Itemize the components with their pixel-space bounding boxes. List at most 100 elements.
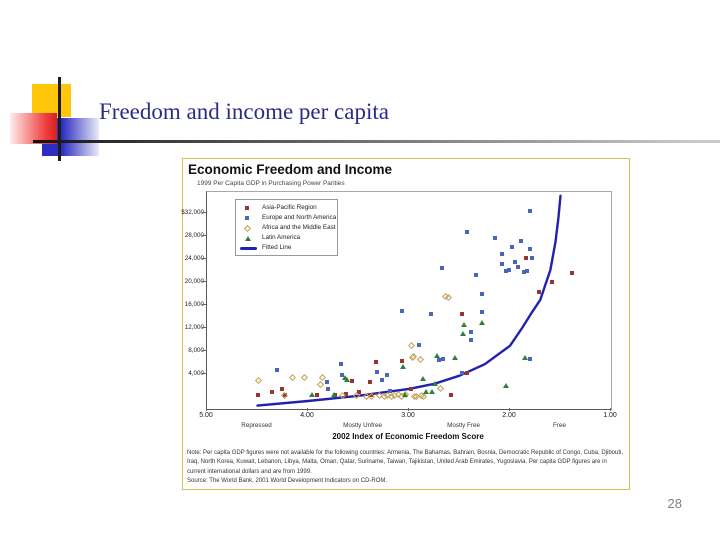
scatter-point — [339, 362, 344, 367]
scatter-point — [522, 270, 527, 275]
title-divider-line — [33, 140, 720, 143]
y-tick-label: 12,000 — [184, 323, 204, 331]
scatter-point — [522, 354, 529, 360]
x-tick-label: 1.00 — [603, 412, 617, 419]
legend-marker — [245, 216, 249, 220]
scatter-point — [387, 389, 392, 394]
scatter-point — [479, 309, 484, 314]
x-tick-label: 3.00 — [401, 412, 415, 419]
scatter-point — [525, 269, 530, 274]
x-axis-title: 2002 Index of Economic Freedom Score — [332, 432, 484, 441]
scatter-point — [569, 270, 574, 275]
scatter-point — [350, 379, 355, 384]
legend-marker — [245, 206, 249, 210]
x-category-label: Mostly Free — [447, 422, 480, 429]
scatter-point — [409, 386, 414, 391]
scatter-point — [524, 255, 529, 260]
scatter-point — [550, 280, 555, 284]
y-tick-mark — [202, 373, 206, 374]
scatter-point — [269, 389, 274, 394]
y-tick-mark — [202, 235, 206, 236]
legend-row: Latin America — [236, 233, 337, 243]
scatter-point — [478, 319, 485, 325]
scatter-point — [331, 392, 338, 398]
legend-label: Africa and the Middle East — [262, 224, 336, 231]
legend-line-swatch — [240, 247, 257, 250]
scatter-point — [464, 370, 469, 375]
y-tick-label: 8,000 — [188, 346, 204, 354]
scatter-point — [356, 390, 361, 395]
scatter-point — [379, 378, 384, 383]
scatter-point — [473, 272, 478, 277]
scatter-point — [506, 267, 511, 272]
scatter-point — [344, 391, 349, 396]
scatter-point — [417, 342, 422, 347]
scatter-point — [399, 364, 406, 370]
legend-row: Fitted Line — [236, 243, 337, 253]
scatter-point — [274, 367, 279, 372]
scatter-point — [440, 266, 445, 271]
chart-panel: Economic Freedom and Income 1999 Per Cap… — [181, 158, 630, 490]
scatter-point — [399, 358, 404, 363]
legend-label: Asia-Pacific Region — [262, 204, 317, 211]
scatter-point — [468, 338, 473, 343]
slide-title: Freedom and income per capita — [99, 99, 389, 124]
scatter-point — [437, 358, 442, 363]
scatter-point — [429, 312, 434, 317]
scatter-point — [503, 269, 508, 274]
scatter-point — [279, 386, 284, 391]
scatter-point — [441, 357, 446, 362]
scatter-point — [513, 260, 518, 265]
scatter-point — [255, 393, 260, 398]
scatter-point — [449, 393, 454, 398]
scatter-point — [401, 392, 408, 398]
x-category-label: Repressed — [241, 422, 272, 429]
chart-notes: Note: Per capita GDP figures were not av… — [187, 449, 625, 487]
y-tick-mark — [202, 212, 206, 213]
scatter-point — [530, 256, 535, 261]
x-tick-mark — [307, 408, 308, 411]
scatter-point — [420, 375, 427, 381]
scatter-point — [384, 373, 389, 378]
legend-row: Europe and North America — [236, 213, 337, 223]
scatter-point — [464, 229, 469, 234]
scatter-point — [340, 373, 345, 378]
scatter-point — [373, 359, 378, 364]
scatter-point — [492, 235, 497, 240]
legend-label: Europe and North America — [262, 214, 337, 221]
chart-note-line: Source: The World Bank, 2001 World Devel… — [187, 478, 388, 485]
scatter-point — [368, 393, 373, 398]
scatter-point — [528, 357, 533, 362]
scatter-point — [528, 209, 533, 214]
scatter-point — [326, 386, 331, 391]
x-tick-mark — [206, 408, 207, 411]
x-category-label: Free — [553, 422, 566, 429]
y-tick-label: 4,000 — [188, 369, 204, 377]
scatter-point — [510, 244, 515, 249]
scatter-point — [459, 371, 464, 376]
legend-marker — [245, 236, 251, 241]
scatter-point — [459, 331, 466, 337]
y-tick-mark — [202, 258, 206, 259]
accent-vertical-line — [58, 77, 61, 161]
scatter-point — [374, 369, 379, 374]
x-category-label: Mostly Unfree — [343, 422, 382, 429]
legend-label: Latin America — [262, 234, 301, 241]
chart-legend: Asia-Pacific Region Europe and North Amer… — [235, 199, 338, 256]
y-tick-label: 28,000 — [184, 231, 204, 239]
scatter-point — [502, 382, 509, 388]
accent-square-yellow — [32, 84, 71, 117]
scatter-point — [516, 265, 521, 270]
scatter-point — [499, 261, 504, 266]
x-tick-mark — [610, 408, 611, 411]
y-tick-mark — [202, 350, 206, 351]
x-tick-label: 5.00 — [199, 412, 213, 419]
legend-row: Asia-Pacific Region — [236, 203, 337, 213]
scatter-point — [344, 377, 351, 383]
scatter-point — [499, 251, 504, 256]
scatter-point — [519, 238, 524, 243]
scatter-point — [452, 354, 459, 360]
scatter-point — [537, 289, 542, 294]
scatter-point — [459, 311, 464, 316]
y-tick-mark — [202, 281, 206, 282]
